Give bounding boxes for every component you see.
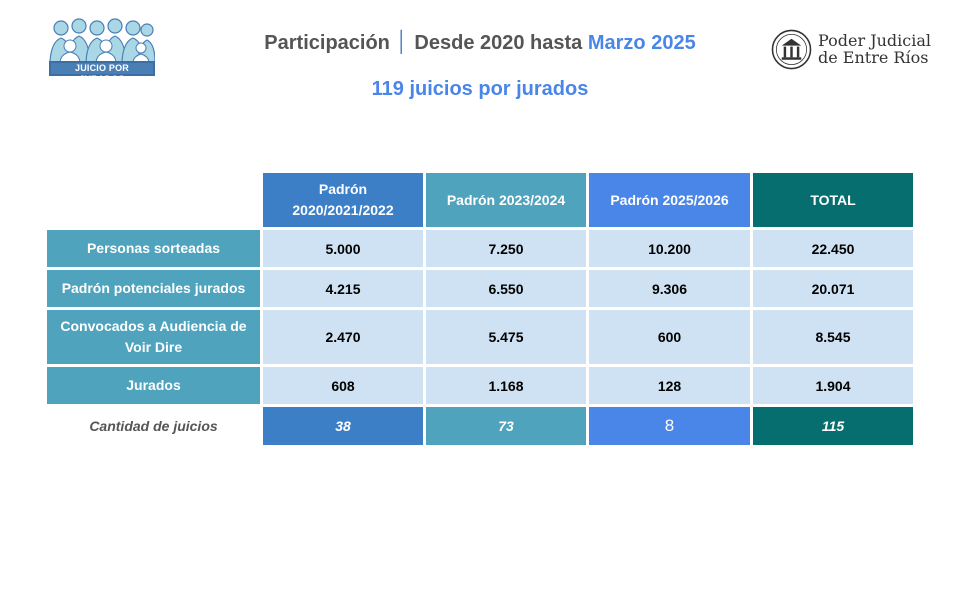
institution-name-line2: de Entre Ríos: [818, 48, 929, 67]
table-cell: 9.306: [589, 270, 750, 307]
poder-judicial-logo: Poder Judicial de Entre Ríos: [771, 28, 931, 72]
title-rest: Desde 2020 hasta: [414, 32, 583, 54]
table-cell-total: 1.904: [753, 367, 913, 404]
table-cell: 1.168: [426, 367, 586, 404]
court-seal-icon: [771, 29, 812, 70]
table-cell-total: 20.071: [753, 270, 913, 307]
table-cell: 7.250: [426, 230, 586, 267]
column-header-padron-2020: Padrón 2020/2021/2022: [263, 173, 423, 227]
table-cell: 6.550: [426, 270, 586, 307]
institution-name: Poder Judicial de Entre Ríos: [818, 32, 931, 66]
table-cell-total: 8.545: [753, 310, 913, 364]
table-cell: 4.215: [263, 270, 423, 307]
footer-cell: 8: [589, 407, 750, 445]
footer-cell-total: 115: [753, 407, 913, 445]
jurors-illustration-icon: [49, 18, 155, 62]
column-header-padron-2025: Padrón 2025/2026: [589, 173, 750, 227]
title-separator: │: [395, 31, 409, 53]
title-highlight: Marzo 2025: [587, 32, 696, 54]
logo-badge-text: JUICIO POR JURADOS: [49, 61, 155, 84]
juicio-por-jurados-logo: JUICIO POR JURADOS: [49, 16, 155, 84]
row-label: Personas sorteadas: [47, 230, 260, 267]
table-cell: 5.475: [426, 310, 586, 364]
table-cell: 600: [589, 310, 750, 364]
column-header-padron-2023: Padrón 2023/2024: [426, 173, 586, 227]
table-cell: 5.000: [263, 230, 423, 267]
row-label: Jurados: [47, 367, 260, 404]
table-cell: 10.200: [589, 230, 750, 267]
footer-cell: 38: [263, 407, 423, 445]
footer-label: Cantidad de juicios: [89, 418, 218, 434]
table-cell: 128: [589, 367, 750, 404]
table-cell: 2.470: [263, 310, 423, 364]
footer-cell: 73: [426, 407, 586, 445]
page-title: Participación │ Desde 2020 hasta Marzo 202…: [0, 31, 960, 55]
row-label: Padrón potenciales jurados: [47, 270, 260, 307]
row-label: Convocados a Audiencia de Voir Dire: [47, 310, 260, 364]
column-header-total: TOTAL: [753, 173, 913, 227]
table-cell: 608: [263, 367, 423, 404]
title-main: Participación: [264, 32, 390, 54]
page-subtitle: 119 juicios por jurados: [371, 78, 589, 100]
institution-name-line1: Poder Judicial: [818, 31, 932, 50]
table-cell-total: 22.450: [753, 230, 913, 267]
